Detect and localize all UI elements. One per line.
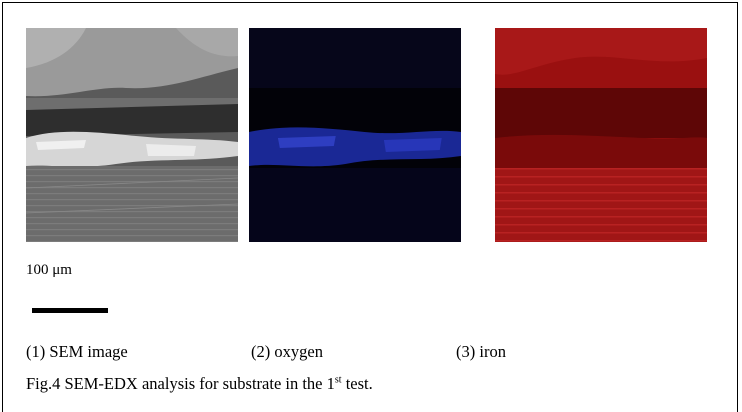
caption-sem: (1) SEM image	[26, 342, 128, 361]
scale-bar	[32, 308, 108, 313]
figure-caption: Fig.4 SEM-EDX analysis for substrate in …	[26, 374, 373, 394]
scale-label: 100 μm	[26, 262, 72, 278]
figure-caption-main: Fig.4 SEM-EDX analysis for substrate in …	[26, 374, 335, 393]
caption-oxygen: (2) oxygen	[251, 342, 323, 361]
figure-caption-sup: st	[334, 374, 342, 386]
figure-caption-end: test.	[341, 374, 373, 393]
sem-image	[26, 28, 238, 242]
oxygen-map	[249, 28, 461, 242]
iron-map	[495, 28, 707, 242]
caption-iron: (3) iron	[456, 342, 506, 361]
